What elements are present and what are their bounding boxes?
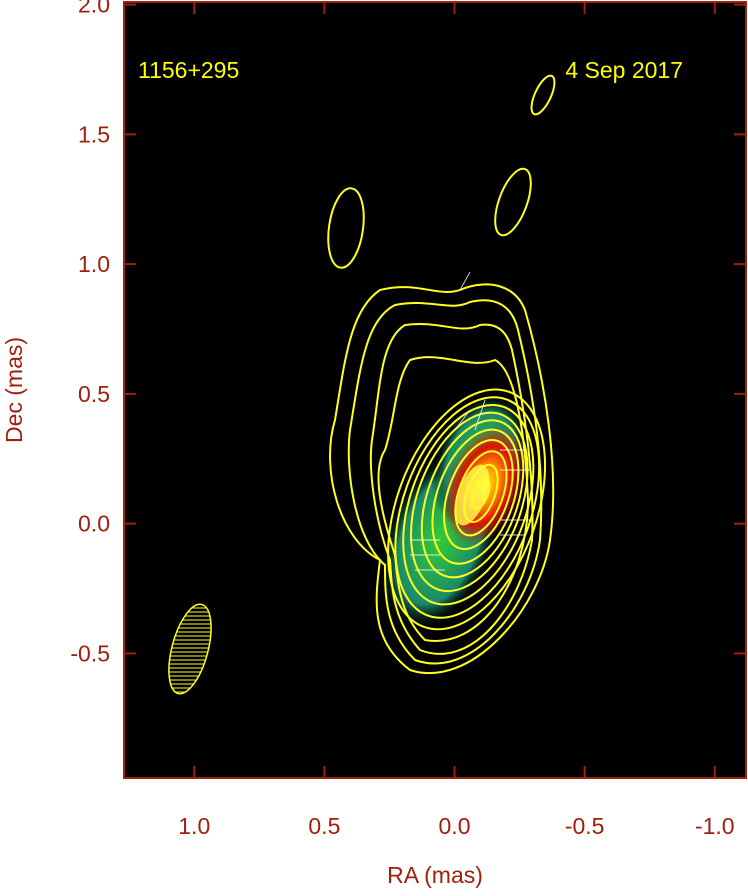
x-tick-label: -0.5	[565, 813, 605, 839]
x-tick-label: 0.0	[439, 813, 471, 839]
plot-area	[124, 2, 746, 778]
contours	[327, 74, 556, 675]
y-axis-label: Dec (mas)	[1, 337, 27, 443]
y-tick-label: 1.5	[78, 121, 110, 147]
y-tick-label: -0.5	[70, 640, 110, 666]
y-tick-label: 1.0	[78, 251, 110, 277]
date-label: 4 Sep 2017	[565, 57, 683, 83]
polarization-ticks	[410, 271, 530, 571]
y-tick-label: 0.0	[78, 511, 110, 537]
axes-frame	[123, 1, 747, 779]
x-tick-label: 1.0	[178, 813, 210, 839]
y-tick-label: 0.5	[78, 381, 110, 407]
y-tick-label: 2.0	[78, 0, 110, 18]
x-tick-label: -1.0	[695, 813, 735, 839]
x-axis-label: RA (mas)	[387, 862, 483, 888]
source-label: 1156+295	[138, 57, 239, 83]
x-tick-label: 0.5	[308, 813, 340, 839]
